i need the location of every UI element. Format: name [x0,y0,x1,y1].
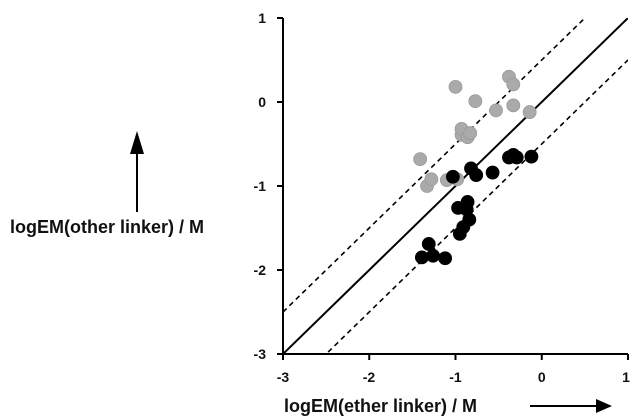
gray-data-point [506,98,521,113]
black-data-point [509,150,524,165]
gray-data-point [489,103,503,118]
x-axis-label: logEM(ether linker) / M [284,396,477,416]
axis-ticks [277,17,629,360]
gray-data-point [522,105,537,119]
offset-dashed-line [283,18,587,313]
y-tick-label: -3 [254,346,267,362]
y-axis-arrow-icon [130,131,144,212]
data-points [413,69,539,266]
y-tick-label: -2 [254,262,267,278]
gray-data-point [448,79,463,94]
black-data-point [460,195,475,209]
offset-dashed-line [324,59,628,354]
gray-data-point [463,126,478,140]
gray-data-point [468,94,483,109]
y-tick-label: -1 [254,178,267,194]
gray-data-point [413,152,428,167]
gray-data-point [424,172,439,187]
black-data-point [446,169,460,184]
y-tick-labels: -3 -2 -1 0 1 [254,10,267,362]
black-data-point [469,168,484,182]
x-tick-label: -2 [363,369,376,385]
y-tick-label: 1 [258,10,266,26]
black-data-point [462,212,477,227]
black-data-point [421,237,436,251]
black-data-point [485,165,500,180]
black-data-point [438,251,453,266]
gray-data-point [506,77,521,92]
black-data-point [426,248,440,263]
x-tick-label: 0 [538,369,546,385]
y-axis-label: logEM(other linker) / M [10,217,204,237]
x-tick-label: -1 [449,369,462,385]
reference-lines [283,18,628,354]
parity-line [283,18,628,354]
x-axis-arrow-icon [530,399,612,413]
x-tick-label: 1 [622,369,630,385]
black-data-point [524,149,539,164]
x-tick-label: -3 [277,369,290,385]
y-tick-label: 0 [258,94,266,110]
x-tick-labels: -3 -2 -1 0 1 [277,369,630,385]
